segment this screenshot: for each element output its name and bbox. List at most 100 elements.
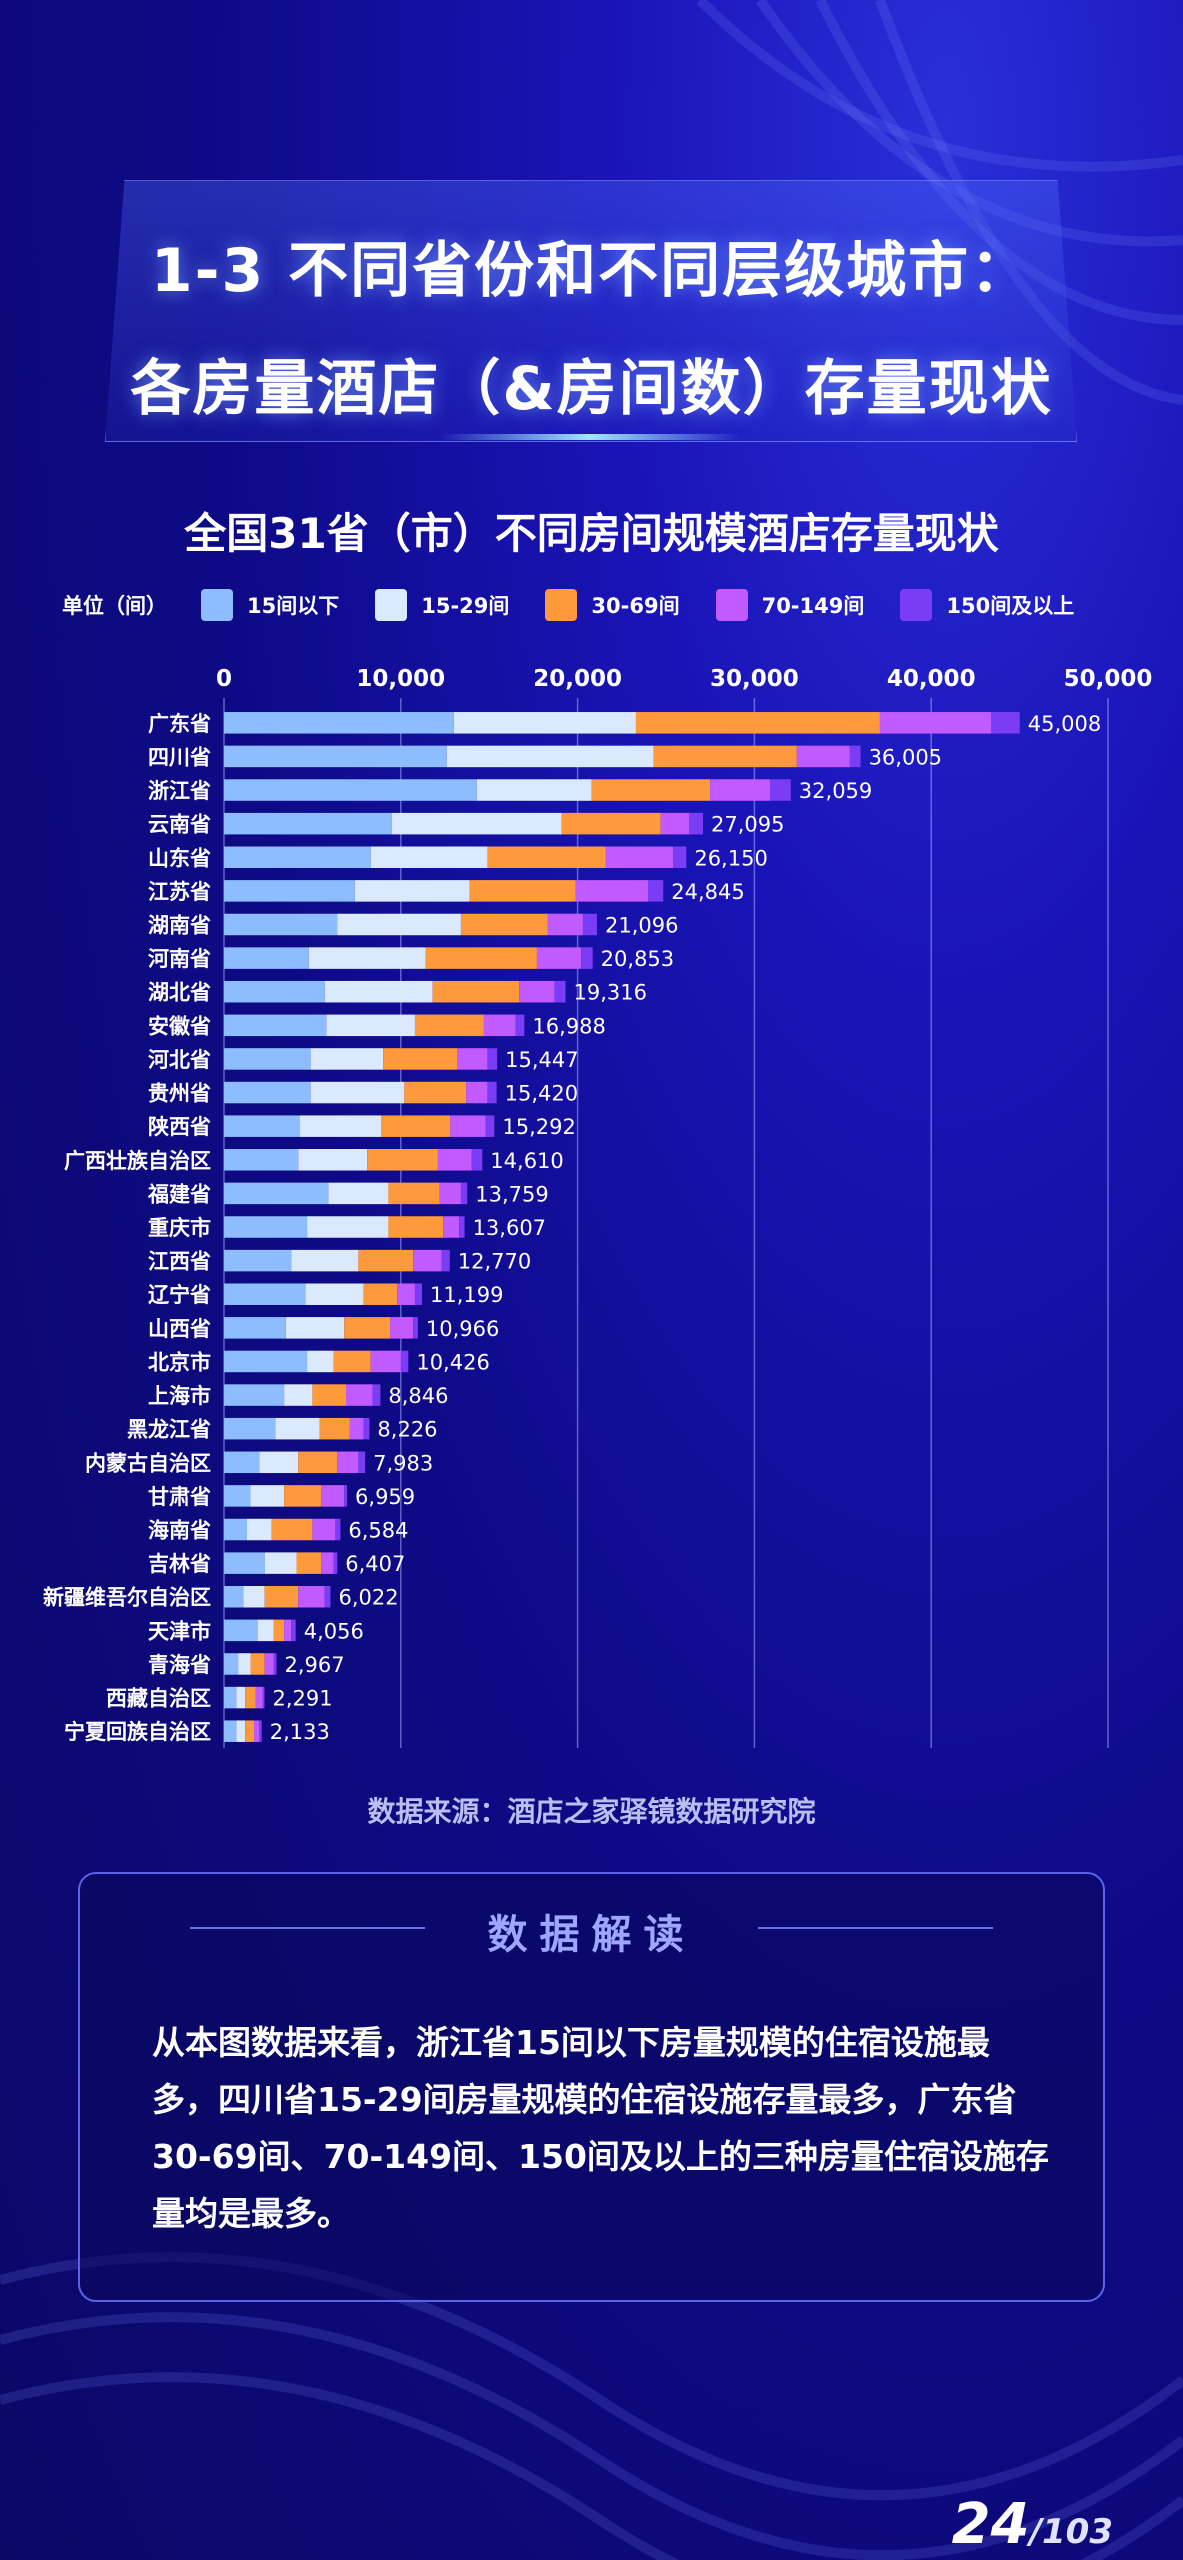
- legend-swatch-2: [375, 589, 408, 621]
- legend-swatch-4: [715, 589, 748, 621]
- bar-segment: [291, 1619, 296, 1642]
- bar-segment: [383, 1048, 458, 1070]
- bar-segment: [307, 1216, 389, 1238]
- bar-segment: [547, 913, 583, 936]
- category-label: 西藏自治区: [106, 1687, 211, 1711]
- category-label: 四川省: [148, 745, 211, 769]
- total-value-label: 12,770: [458, 1250, 531, 1274]
- category-label: 宁夏回族自治区: [64, 1720, 211, 1744]
- bar-segment: [432, 980, 520, 1003]
- bar-segment: [236, 1720, 246, 1742]
- bar-segment: [653, 745, 797, 768]
- category-label: 吉林省: [148, 1552, 211, 1576]
- page-number: 24/103: [952, 2492, 1113, 2557]
- total-value-label: 16,988: [532, 1014, 605, 1038]
- bar-segment: [324, 1585, 331, 1608]
- bar-segment: [367, 1149, 438, 1171]
- bar-segment: [259, 1720, 262, 1742]
- legend-item-2: 15-29间: [375, 589, 509, 621]
- bar-segment: [991, 712, 1020, 734]
- bar-segment: [236, 1686, 246, 1709]
- page-current: 24: [951, 2492, 1030, 2557]
- total-value-label: 8,846: [388, 1384, 448, 1408]
- category-label: 山西省: [148, 1317, 211, 1341]
- bar-segment: [345, 1384, 373, 1406]
- total-value-label: 24,845: [671, 880, 744, 904]
- bar-segment: [224, 1485, 251, 1507]
- bar-segment: [243, 1585, 265, 1608]
- bar-segment: [255, 1686, 263, 1709]
- bar-segment: [349, 1417, 364, 1440]
- legend-item-3: 30-69间: [545, 589, 680, 621]
- total-value-label: 2,967: [284, 1653, 344, 1677]
- bar-segment: [648, 880, 664, 902]
- bar-segment: [337, 913, 461, 936]
- bar-segment: [245, 1686, 256, 1709]
- chart-legend: 单位（间） 15间以下 15-29间 30-69间 70-149间 150间及以…: [62, 588, 1110, 622]
- bar-segment: [581, 947, 593, 969]
- bar-segment: [575, 880, 649, 902]
- analysis-text: 从本图数据来看，浙江省15间以下房量规模的住宿设施最多，四川省15-29间房量规…: [152, 2023, 1049, 2233]
- bar-segment: [312, 1518, 336, 1541]
- bar-segment: [254, 1720, 260, 1742]
- analysis-panel: 数据解读 从本图数据来看，浙江省15间以下房量规模的住宿设施最多，四川省15-2…: [78, 1872, 1105, 2302]
- bar-segment: [224, 1115, 301, 1137]
- bar-segment: [324, 980, 433, 1003]
- bar-segment: [404, 1081, 467, 1104]
- bar-segment: [337, 1451, 359, 1474]
- bar-segment: [354, 880, 470, 902]
- bar-segment: [224, 1585, 244, 1608]
- bar-segment: [450, 1115, 486, 1137]
- bar-segment: [224, 980, 325, 1003]
- page-total: /103: [1029, 2512, 1113, 2552]
- bar-segment: [224, 846, 371, 869]
- legend-swatch-3: [545, 589, 578, 621]
- category-label: 内蒙古自治区: [85, 1451, 211, 1475]
- x-tick-label: 50,000: [1064, 666, 1153, 692]
- category-label: 江苏省: [148, 880, 211, 904]
- bar-segment: [224, 1283, 306, 1305]
- category-label: 湖南省: [148, 913, 211, 937]
- bar-segment: [310, 1048, 384, 1070]
- total-value-label: 36,005: [869, 745, 942, 769]
- bar-segment: [437, 1149, 472, 1171]
- total-value-label: 10,966: [426, 1317, 499, 1341]
- bar-segment: [673, 846, 687, 869]
- bar-segment: [358, 1451, 366, 1474]
- bar-segment: [312, 1384, 346, 1406]
- bar-segment: [246, 1518, 272, 1541]
- bar-segment: [262, 1686, 265, 1709]
- legend-item-5: 150间及以上: [900, 589, 1074, 621]
- bar-segment: [466, 1081, 488, 1104]
- bar-segment: [298, 1451, 338, 1474]
- bar-segment: [224, 812, 392, 835]
- bar-segment: [273, 1619, 285, 1642]
- bar-segment: [307, 1350, 334, 1373]
- total-value-label: 11,199: [430, 1283, 503, 1307]
- bar-segment: [250, 1653, 265, 1675]
- bar-segment: [224, 1317, 286, 1339]
- bar-segment: [460, 1182, 468, 1205]
- bar-segment: [264, 1552, 297, 1574]
- bar-segment: [326, 1014, 415, 1037]
- analysis-heading: 数据解读: [487, 1912, 696, 1958]
- total-value-label: 6,959: [355, 1485, 415, 1509]
- bar-segment: [388, 1216, 444, 1238]
- total-value-label: 27,095: [711, 813, 784, 837]
- bar-segment: [446, 745, 654, 768]
- total-value-label: 45,008: [1028, 712, 1101, 736]
- bar-segment: [372, 1384, 381, 1406]
- category-label: 河南省: [148, 947, 211, 971]
- category-label: 山东省: [148, 846, 211, 870]
- bar-segment: [439, 1182, 461, 1205]
- bar-segment: [388, 1182, 440, 1205]
- total-value-label: 13,607: [473, 1216, 546, 1240]
- bar-segment: [264, 1585, 299, 1608]
- total-value-label: 2,133: [270, 1720, 330, 1744]
- bar-segment: [554, 980, 566, 1003]
- bar-segment: [238, 1653, 251, 1675]
- category-label: 广东省: [148, 712, 211, 736]
- bar-segment: [635, 712, 880, 734]
- bar-segment: [483, 1014, 516, 1037]
- bar-segment: [471, 1149, 483, 1171]
